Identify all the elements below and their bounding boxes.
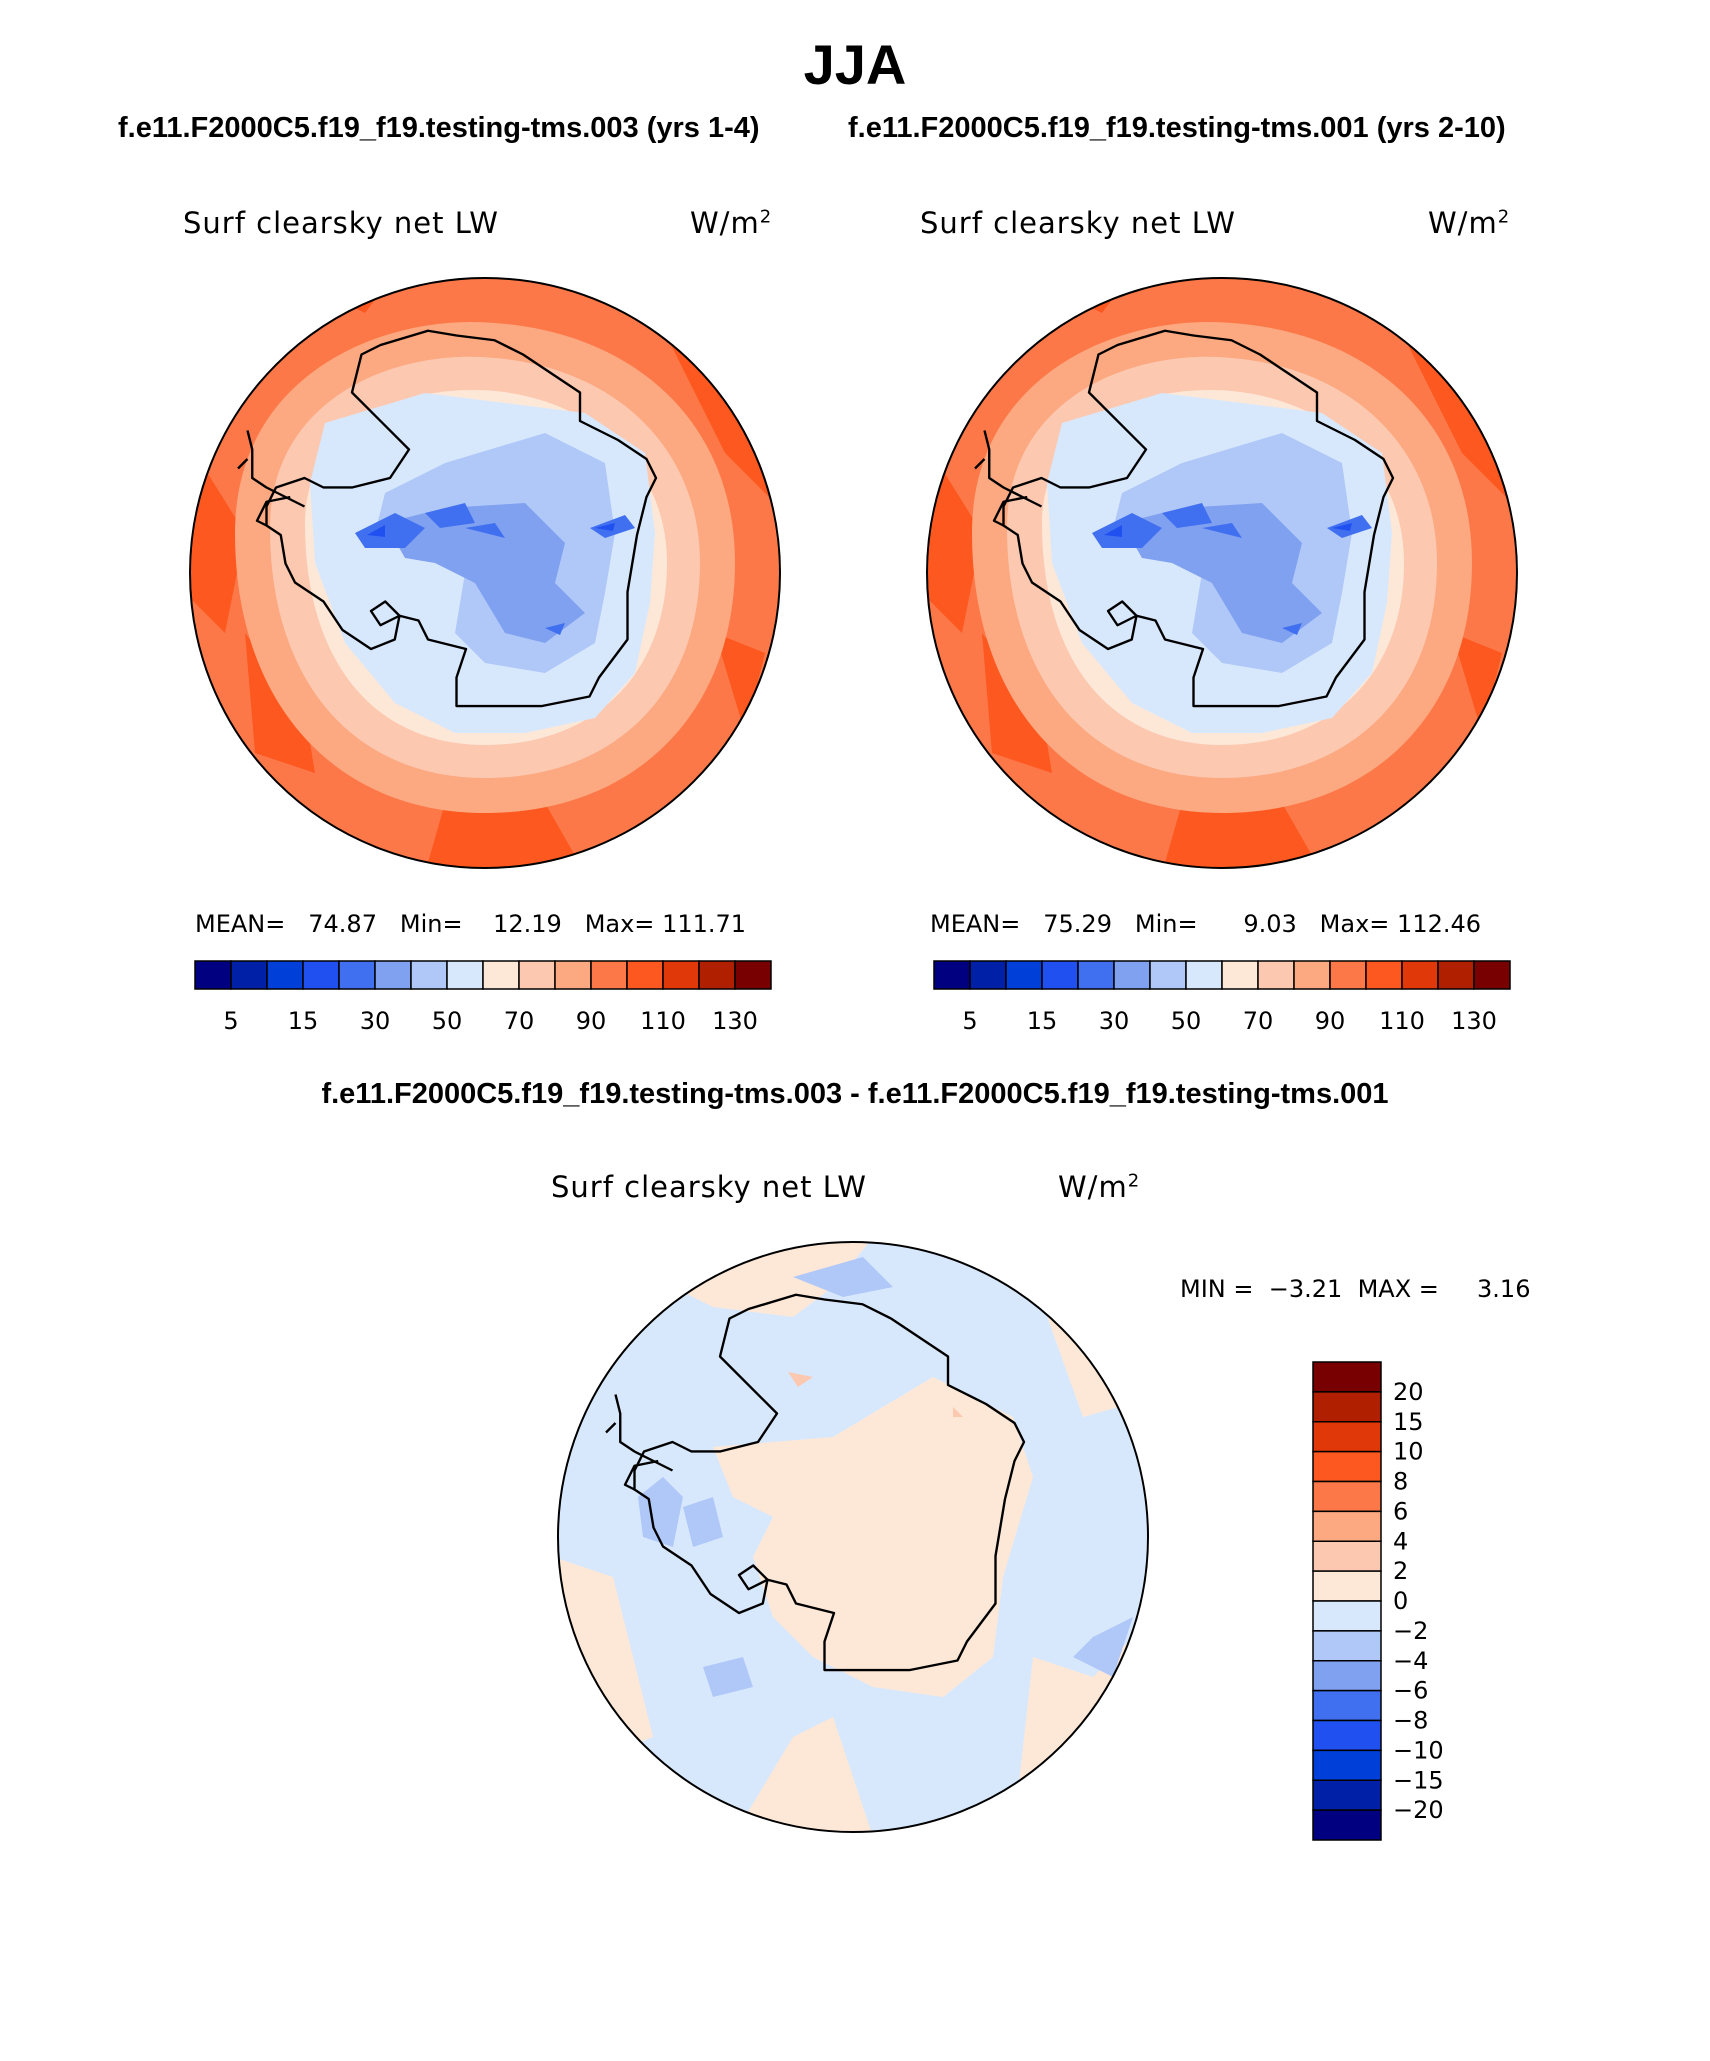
colorbar-tick-label: 30 <box>1099 1007 1130 1035</box>
left-colorbar: 5 15 30 50 70 90 110 130 <box>194 960 772 1035</box>
colorbar-swatch <box>734 960 772 990</box>
right-stats: MEAN= 75.29 Min= 9.03 Max= 112.46 <box>930 910 1482 938</box>
colorbar-tick-label: −8 <box>1393 1707 1428 1735</box>
colorbar-tick-label: 50 <box>1171 1007 1202 1035</box>
colorbar-tick-label: −10 <box>1393 1736 1444 1764</box>
colorbar-swatch <box>1312 1510 1382 1542</box>
colorbar-swatch <box>1365 960 1403 990</box>
colorbar-swatch <box>662 960 700 990</box>
colorbar-swatch <box>1312 1689 1382 1722</box>
colorbar-tick-label: 110 <box>1379 1007 1425 1035</box>
colorbar-swatch <box>410 960 448 990</box>
right-case-label: f.e11.F2000C5.f19_f19.testing-tms.001 (y… <box>848 112 1506 144</box>
colorbar-swatch <box>698 960 736 990</box>
colorbar-swatch <box>969 960 1007 990</box>
colorbar-tick-label: 50 <box>432 1007 463 1035</box>
colorbar-tick-label: 15 <box>1393 1408 1424 1436</box>
colorbar-swatch <box>1473 960 1511 990</box>
colorbar-tick-label: 10 <box>1393 1438 1424 1466</box>
colorbar-swatch <box>1312 1391 1382 1423</box>
colorbar-swatch <box>590 960 628 990</box>
colorbar-swatch <box>1312 1450 1382 1483</box>
colorbar-tick-label: 110 <box>640 1007 686 1035</box>
diff-units-label: W/m2 <box>1058 1170 1141 1204</box>
colorbar-swatch <box>626 960 664 990</box>
colorbar-tick-label: 90 <box>1315 1007 1346 1035</box>
right-variable-label: Surf clearsky net LW <box>920 206 1236 240</box>
colorbar-swatch <box>1312 1480 1382 1513</box>
colorbar-swatch <box>338 960 376 990</box>
colorbar-swatch <box>230 960 268 990</box>
left-variable-label: Surf clearsky net LW <box>183 206 499 240</box>
colorbar-swatch <box>1437 960 1475 990</box>
colorbar-swatch <box>374 960 412 990</box>
figure-title: JJA <box>803 33 907 96</box>
colorbar-swatch <box>302 960 340 990</box>
difference-map <box>557 1241 1149 1833</box>
left-stats: MEAN= 74.87 Min= 12.19 Max= 111.71 <box>195 910 747 938</box>
right-map <box>926 277 1518 869</box>
colorbar-tick-label: 0 <box>1393 1587 1408 1615</box>
colorbar-tick-label: 70 <box>1243 1007 1274 1035</box>
colorbar-tick-label: 2 <box>1393 1557 1408 1585</box>
colorbar-tick-label: 5 <box>962 1007 977 1035</box>
right-colorbar: 5 15 30 50 70 90 110 130 <box>933 960 1511 1035</box>
left-case-label: f.e11.F2000C5.f19_f19.testing-tms.003 (y… <box>118 112 760 144</box>
colorbar-swatch <box>1312 1600 1382 1632</box>
colorbar-swatch <box>1293 960 1331 990</box>
colorbar-swatch <box>1041 960 1079 990</box>
colorbar-tick-label: 8 <box>1393 1468 1408 1496</box>
colorbar-tick-label: −15 <box>1393 1766 1444 1794</box>
colorbar-swatch <box>1312 1749 1382 1781</box>
colorbar-swatch <box>1312 1570 1382 1602</box>
colorbar-swatch <box>482 960 520 990</box>
colorbar-tick-label: 20 <box>1393 1378 1424 1406</box>
colorbar-swatch <box>1312 1809 1382 1841</box>
colorbar-swatch <box>518 960 556 990</box>
colorbar-tick-label: 70 <box>504 1007 535 1035</box>
colorbar-swatch <box>1312 1630 1382 1662</box>
colorbar-tick-label: 130 <box>1451 1007 1497 1035</box>
colorbar-tick-label: −2 <box>1393 1617 1428 1645</box>
colorbar-swatch <box>266 960 304 990</box>
colorbar-swatch <box>1113 960 1151 990</box>
colorbar-swatch <box>1312 1660 1382 1692</box>
colorbar-tick-label: 6 <box>1393 1497 1408 1525</box>
colorbar-tick-label: −4 <box>1393 1647 1428 1675</box>
colorbar-swatch <box>1005 960 1043 990</box>
colorbar-swatch <box>554 960 592 990</box>
colorbar-swatch <box>1221 960 1259 990</box>
colorbar-swatch <box>1312 1779 1382 1811</box>
colorbar-swatch <box>1401 960 1439 990</box>
right-units-label: W/m2 <box>1428 206 1511 240</box>
colorbar-swatch <box>1149 960 1187 990</box>
colorbar-tick-label: −20 <box>1393 1796 1444 1824</box>
left-units-label: W/m2 <box>690 206 773 240</box>
colorbar-tick-label: 90 <box>576 1007 607 1035</box>
colorbar-swatch <box>1312 1719 1382 1752</box>
diff-variable-label: Surf clearsky net LW <box>551 1170 867 1204</box>
difference-title: f.e11.F2000C5.f19_f19.testing-tms.003 - … <box>321 1078 1389 1110</box>
colorbar-swatch <box>1312 1421 1382 1453</box>
colorbar-swatch <box>933 960 971 990</box>
colorbar-tick-label: 5 <box>223 1007 238 1035</box>
colorbar-tick-label: −6 <box>1393 1677 1428 1705</box>
colorbar-tick-label: 4 <box>1393 1527 1408 1555</box>
colorbar-swatch <box>1257 960 1295 990</box>
colorbar-swatch <box>1077 960 1115 990</box>
colorbar-swatch <box>446 960 484 990</box>
colorbar-swatch <box>1329 960 1367 990</box>
left-map <box>189 277 781 869</box>
colorbar-swatch <box>194 960 232 990</box>
colorbar-tick-label: 15 <box>288 1007 319 1035</box>
diff-minmax: MIN = −3.21 MAX = 3.16 <box>1180 1275 1531 1303</box>
colorbar-tick-label: 130 <box>712 1007 758 1035</box>
colorbar-tick-label: 15 <box>1027 1007 1058 1035</box>
colorbar-tick-label: 30 <box>360 1007 391 1035</box>
colorbar-swatch <box>1312 1361 1382 1393</box>
colorbar-swatch <box>1312 1540 1382 1572</box>
colorbar-swatch <box>1185 960 1223 990</box>
